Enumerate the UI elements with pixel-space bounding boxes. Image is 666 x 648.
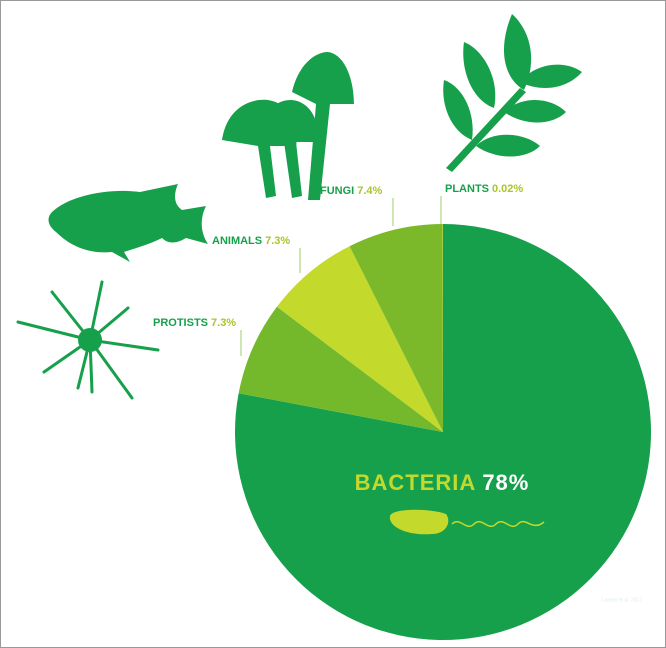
pie-slice [238,306,443,432]
value-label: 0.02% [492,183,523,195]
fish-icon [48,184,208,262]
leaf-icon [476,134,540,157]
value-label: 7.4% [357,185,382,197]
pie-slice [349,224,443,432]
bacterium-icon [389,509,545,535]
protist-body [78,328,102,352]
mushroom-icon [292,52,354,200]
slice-label: BACTERIA 78% [355,470,530,495]
slice-label: PLANTS 0.02% [445,183,523,195]
slice-label: ANIMALS 7.3% [212,235,290,247]
value-label: 7.3% [265,235,290,247]
category-name: PROTISTS [153,317,208,329]
mushroom-icon [262,100,317,198]
slice-label: PROTISTS 7.3% [153,317,236,329]
silhouettes [16,14,582,400]
source: Larsen et al. 2017 [602,597,642,603]
category-name: FUNGI [320,185,354,197]
leaf-icon [520,64,582,88]
leaf-stem [446,88,526,172]
leaf-icon [463,42,496,108]
value-label: 7.3% [211,317,236,329]
category-name: ANIMALS [212,235,262,247]
pie [234,224,651,640]
category-name: BACTERIA [355,470,477,495]
leaf-icon [504,100,566,123]
leaf-icon [503,14,532,90]
category-name: PLANTS [445,183,489,195]
pie-slice [276,246,443,432]
slice-label: FUNGI 7.4% [320,185,383,197]
leaf-icon [443,80,473,140]
value-label: 78% [482,470,529,495]
